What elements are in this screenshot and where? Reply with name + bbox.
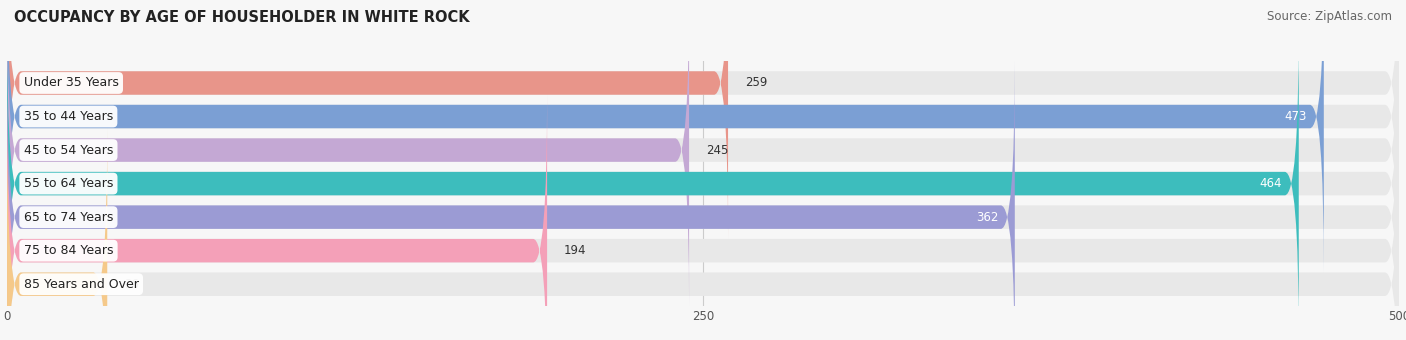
- FancyBboxPatch shape: [7, 0, 1399, 239]
- Text: 362: 362: [976, 211, 998, 224]
- FancyBboxPatch shape: [7, 95, 547, 340]
- Text: 473: 473: [1285, 110, 1308, 123]
- Text: 55 to 64 Years: 55 to 64 Years: [24, 177, 112, 190]
- FancyBboxPatch shape: [7, 61, 1399, 340]
- Text: 85 Years and Over: 85 Years and Over: [24, 278, 139, 291]
- FancyBboxPatch shape: [7, 28, 1299, 340]
- Text: 36: 36: [124, 278, 139, 291]
- FancyBboxPatch shape: [7, 0, 1399, 306]
- FancyBboxPatch shape: [7, 95, 1399, 340]
- FancyBboxPatch shape: [7, 128, 1399, 340]
- Text: OCCUPANCY BY AGE OF HOUSEHOLDER IN WHITE ROCK: OCCUPANCY BY AGE OF HOUSEHOLDER IN WHITE…: [14, 10, 470, 25]
- Text: Under 35 Years: Under 35 Years: [24, 76, 118, 89]
- Text: 194: 194: [564, 244, 586, 257]
- Text: 245: 245: [706, 143, 728, 156]
- FancyBboxPatch shape: [7, 0, 728, 239]
- Text: 35 to 44 Years: 35 to 44 Years: [24, 110, 112, 123]
- Text: 259: 259: [745, 76, 768, 89]
- Text: 464: 464: [1260, 177, 1282, 190]
- FancyBboxPatch shape: [7, 0, 1324, 272]
- Text: 75 to 84 Years: 75 to 84 Years: [24, 244, 114, 257]
- FancyBboxPatch shape: [7, 28, 1399, 340]
- FancyBboxPatch shape: [7, 128, 107, 340]
- FancyBboxPatch shape: [7, 61, 1015, 340]
- Text: Source: ZipAtlas.com: Source: ZipAtlas.com: [1267, 10, 1392, 23]
- Text: 65 to 74 Years: 65 to 74 Years: [24, 211, 112, 224]
- Text: 45 to 54 Years: 45 to 54 Years: [24, 143, 112, 156]
- FancyBboxPatch shape: [7, 0, 1399, 272]
- FancyBboxPatch shape: [7, 0, 689, 306]
